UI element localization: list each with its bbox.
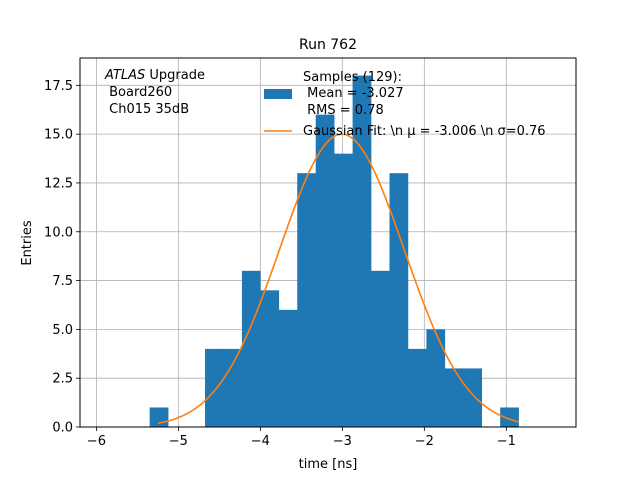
x-axis-label: time [ns] [299,457,358,472]
atlas-annotation: ATLAS Upgrade Board260 Ch015 35dB [104,68,205,117]
x-tick-label: −2 [415,434,434,449]
legend-samples-line-2: Mean = -3.027 [303,86,404,101]
histogram-bar [149,407,169,427]
legend-samples-line-3: RMS = 0.78 [303,103,384,118]
histogram-bar [315,114,335,427]
annotation-atlas: ATLAS [104,68,145,83]
y-tick-label: 17.5 [44,79,73,94]
histogram-bar [278,309,298,427]
y-tick-label: 7.5 [52,274,73,289]
histogram-bar [389,173,409,427]
legend: Samples (129): Mean = -3.027 RMS = 0.78 … [264,70,546,139]
histogram-bar [426,329,446,427]
y-tick-label: 15.0 [44,128,73,143]
histogram-bars [149,75,519,428]
y-tick-label: 10.0 [44,225,73,240]
y-tick-label: 2.5 [52,372,73,387]
histogram-bar [371,270,390,427]
annotation-line-1: ATLAS Upgrade [104,68,205,83]
histogram-bar [297,173,317,427]
annotation-line-2: Board260 [105,85,172,100]
gaussian-fit-line [157,133,519,425]
plot-frame [79,57,577,428]
gaussian-fit [157,133,519,425]
histogram-bar [334,153,353,427]
annotation-upgrade: Upgrade [145,68,205,83]
histogram-bar [260,290,280,427]
y-axis-label: Entries [20,220,35,266]
histogram-bar [500,407,519,427]
annotation-line-3: Ch015 35dB [105,102,189,117]
histogram-bar [407,348,427,427]
histogram-bar [463,368,483,427]
x-tick-label: −3 [333,434,352,449]
x-tick-label: −1 [497,434,516,449]
legend-samples-swatch [264,89,292,99]
x-tick-label: −4 [251,434,270,449]
legend-fit-label: Gaussian Fit: \n μ = -3.006 \n σ=0.76 [303,124,546,139]
histogram-bar [223,348,243,427]
y-tick-label: 12.5 [44,176,73,191]
x-tick-label: −6 [87,434,106,449]
x-tick-label: −5 [169,434,188,449]
y-tick-label: 0.0 [52,421,73,436]
y-axis-ticks: 0.0 2.5 5.0 7.5 10.0 12.5 15.0 17.5 [44,79,80,436]
histogram-bar [352,75,372,428]
histogram-bar [444,368,464,427]
histogram-bar [241,270,261,427]
histogram-bar [205,348,224,427]
chart-title: Run 762 [299,37,357,53]
x-axis-ticks: −6 −5 −4 −3 −2 −1 [87,427,516,449]
legend-samples-line-1: Samples (129): [303,70,402,85]
y-tick-label: 5.0 [52,323,73,338]
